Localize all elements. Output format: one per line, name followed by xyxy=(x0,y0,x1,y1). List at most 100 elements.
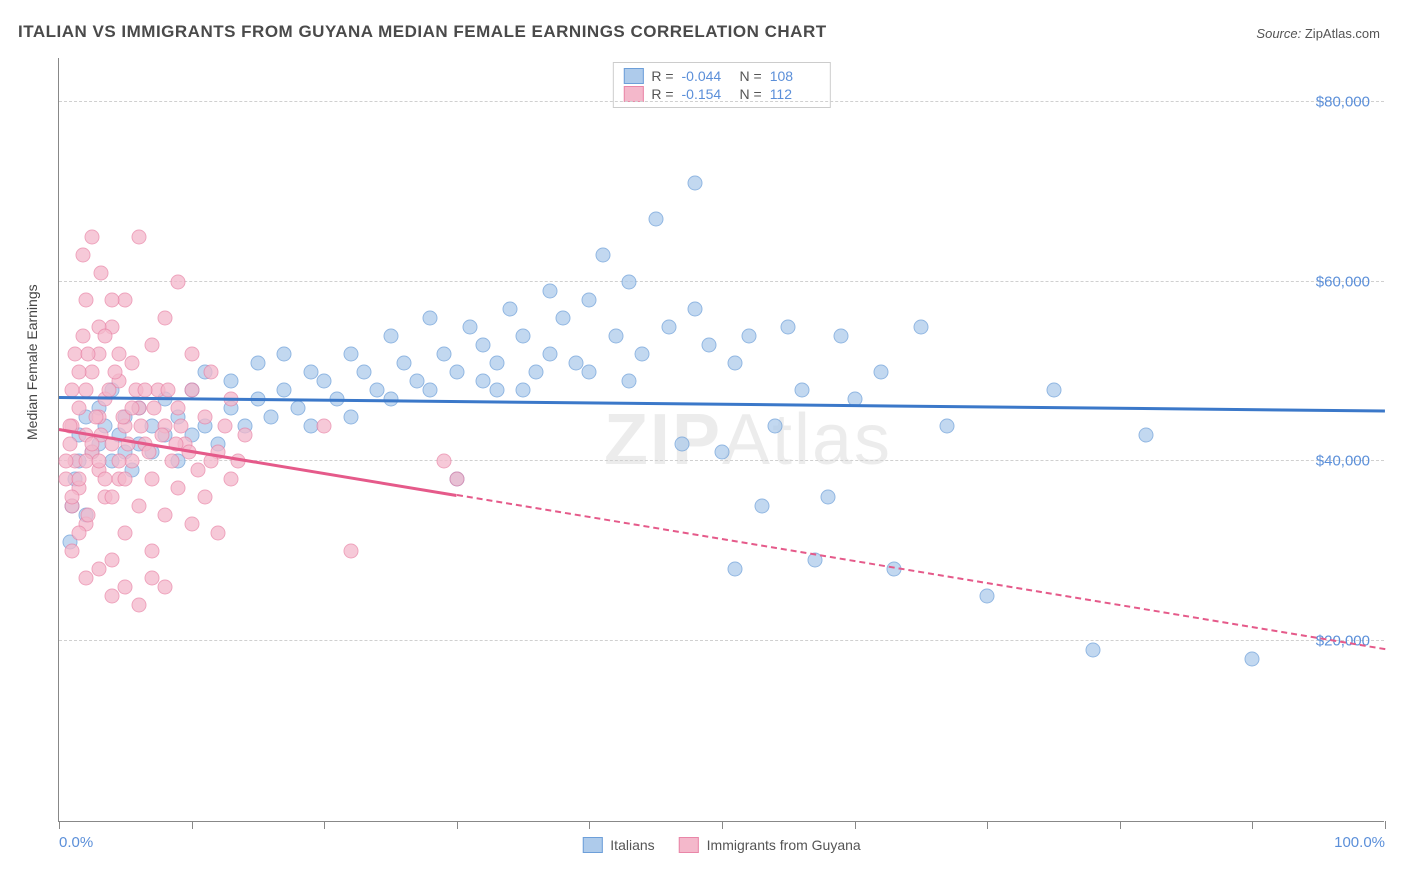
data-point xyxy=(476,337,491,352)
data-point xyxy=(250,355,265,370)
x-tick xyxy=(192,821,193,829)
data-point xyxy=(754,499,769,514)
data-point xyxy=(131,598,146,613)
swatch-guyana xyxy=(679,837,699,853)
data-point xyxy=(834,328,849,343)
data-point xyxy=(410,373,425,388)
data-point xyxy=(1139,427,1154,442)
data-point xyxy=(728,562,743,577)
data-point xyxy=(71,400,86,415)
data-point xyxy=(436,346,451,361)
data-point xyxy=(1046,382,1061,397)
data-point xyxy=(65,490,80,505)
data-point xyxy=(124,355,139,370)
x-tick xyxy=(987,821,988,829)
data-point xyxy=(874,364,889,379)
data-point xyxy=(449,364,464,379)
data-point xyxy=(675,436,690,451)
trend-line xyxy=(457,494,1386,650)
data-point xyxy=(608,328,623,343)
data-point xyxy=(277,346,292,361)
data-point xyxy=(661,319,676,334)
plot-area: ZIPAtlas R = -0.044 N = 108 R = -0.154 N… xyxy=(58,58,1384,822)
data-point xyxy=(516,382,531,397)
data-point xyxy=(635,346,650,361)
data-point xyxy=(75,328,90,343)
x-tick xyxy=(457,821,458,829)
data-point xyxy=(58,454,73,469)
r-value-italians: -0.044 xyxy=(682,68,732,84)
data-point xyxy=(78,292,93,307)
r-value-guyana: -0.154 xyxy=(682,86,732,102)
r-label: R = xyxy=(651,68,673,84)
legend-label-guyana: Immigrants from Guyana xyxy=(707,837,861,853)
data-point xyxy=(449,472,464,487)
data-point xyxy=(147,400,162,415)
data-point xyxy=(688,301,703,316)
legend-item-guyana: Immigrants from Guyana xyxy=(679,837,861,853)
n-label: N = xyxy=(740,86,762,102)
data-point xyxy=(118,472,133,487)
data-point xyxy=(701,337,716,352)
data-point xyxy=(555,310,570,325)
data-point xyxy=(582,364,597,379)
data-point xyxy=(781,319,796,334)
data-point xyxy=(81,508,96,523)
data-point xyxy=(317,373,332,388)
data-point xyxy=(224,472,239,487)
x-tick xyxy=(59,821,60,829)
legend-item-italians: Italians xyxy=(582,837,654,853)
data-point xyxy=(595,247,610,262)
data-point xyxy=(502,301,517,316)
data-point xyxy=(542,346,557,361)
data-point xyxy=(622,274,637,289)
watermark: ZIPAtlas xyxy=(604,399,892,481)
source-label: Source: xyxy=(1256,26,1301,41)
y-tick-label: $80,000 xyxy=(1316,93,1370,110)
data-point xyxy=(277,382,292,397)
data-point xyxy=(396,355,411,370)
r-label: R = xyxy=(651,86,673,102)
data-point xyxy=(111,346,126,361)
legend-row-italians: R = -0.044 N = 108 xyxy=(623,67,819,85)
data-point xyxy=(688,175,703,190)
data-point xyxy=(118,526,133,541)
data-point xyxy=(160,382,175,397)
data-point xyxy=(124,400,139,415)
data-point xyxy=(98,328,113,343)
data-point xyxy=(1245,652,1260,667)
data-point xyxy=(85,364,100,379)
data-point xyxy=(62,436,77,451)
data-point xyxy=(516,328,531,343)
x-tick xyxy=(722,821,723,829)
data-point xyxy=(164,454,179,469)
data-point xyxy=(158,310,173,325)
x-tick xyxy=(855,821,856,829)
gridline xyxy=(59,281,1384,282)
data-point xyxy=(138,382,153,397)
data-point xyxy=(370,382,385,397)
data-point xyxy=(211,526,226,541)
data-point xyxy=(476,373,491,388)
series-legend: Italians Immigrants from Guyana xyxy=(582,837,860,853)
data-point xyxy=(1086,643,1101,658)
data-point xyxy=(105,292,120,307)
data-point xyxy=(489,355,504,370)
data-point xyxy=(383,328,398,343)
data-point xyxy=(264,409,279,424)
data-point xyxy=(217,418,232,433)
y-tick-label: $60,000 xyxy=(1316,273,1370,290)
data-point xyxy=(436,454,451,469)
data-point xyxy=(78,571,93,586)
data-point xyxy=(317,418,332,433)
data-point xyxy=(75,247,90,262)
y-axis-label: Median Female Earnings xyxy=(24,284,40,440)
n-value-italians: 108 xyxy=(770,68,820,84)
legend-label-italians: Italians xyxy=(610,837,654,853)
data-point xyxy=(65,382,80,397)
data-point xyxy=(111,454,126,469)
x-axis-label: 100.0% xyxy=(1334,834,1385,851)
data-point xyxy=(184,517,199,532)
data-point xyxy=(144,544,159,559)
data-point xyxy=(237,427,252,442)
